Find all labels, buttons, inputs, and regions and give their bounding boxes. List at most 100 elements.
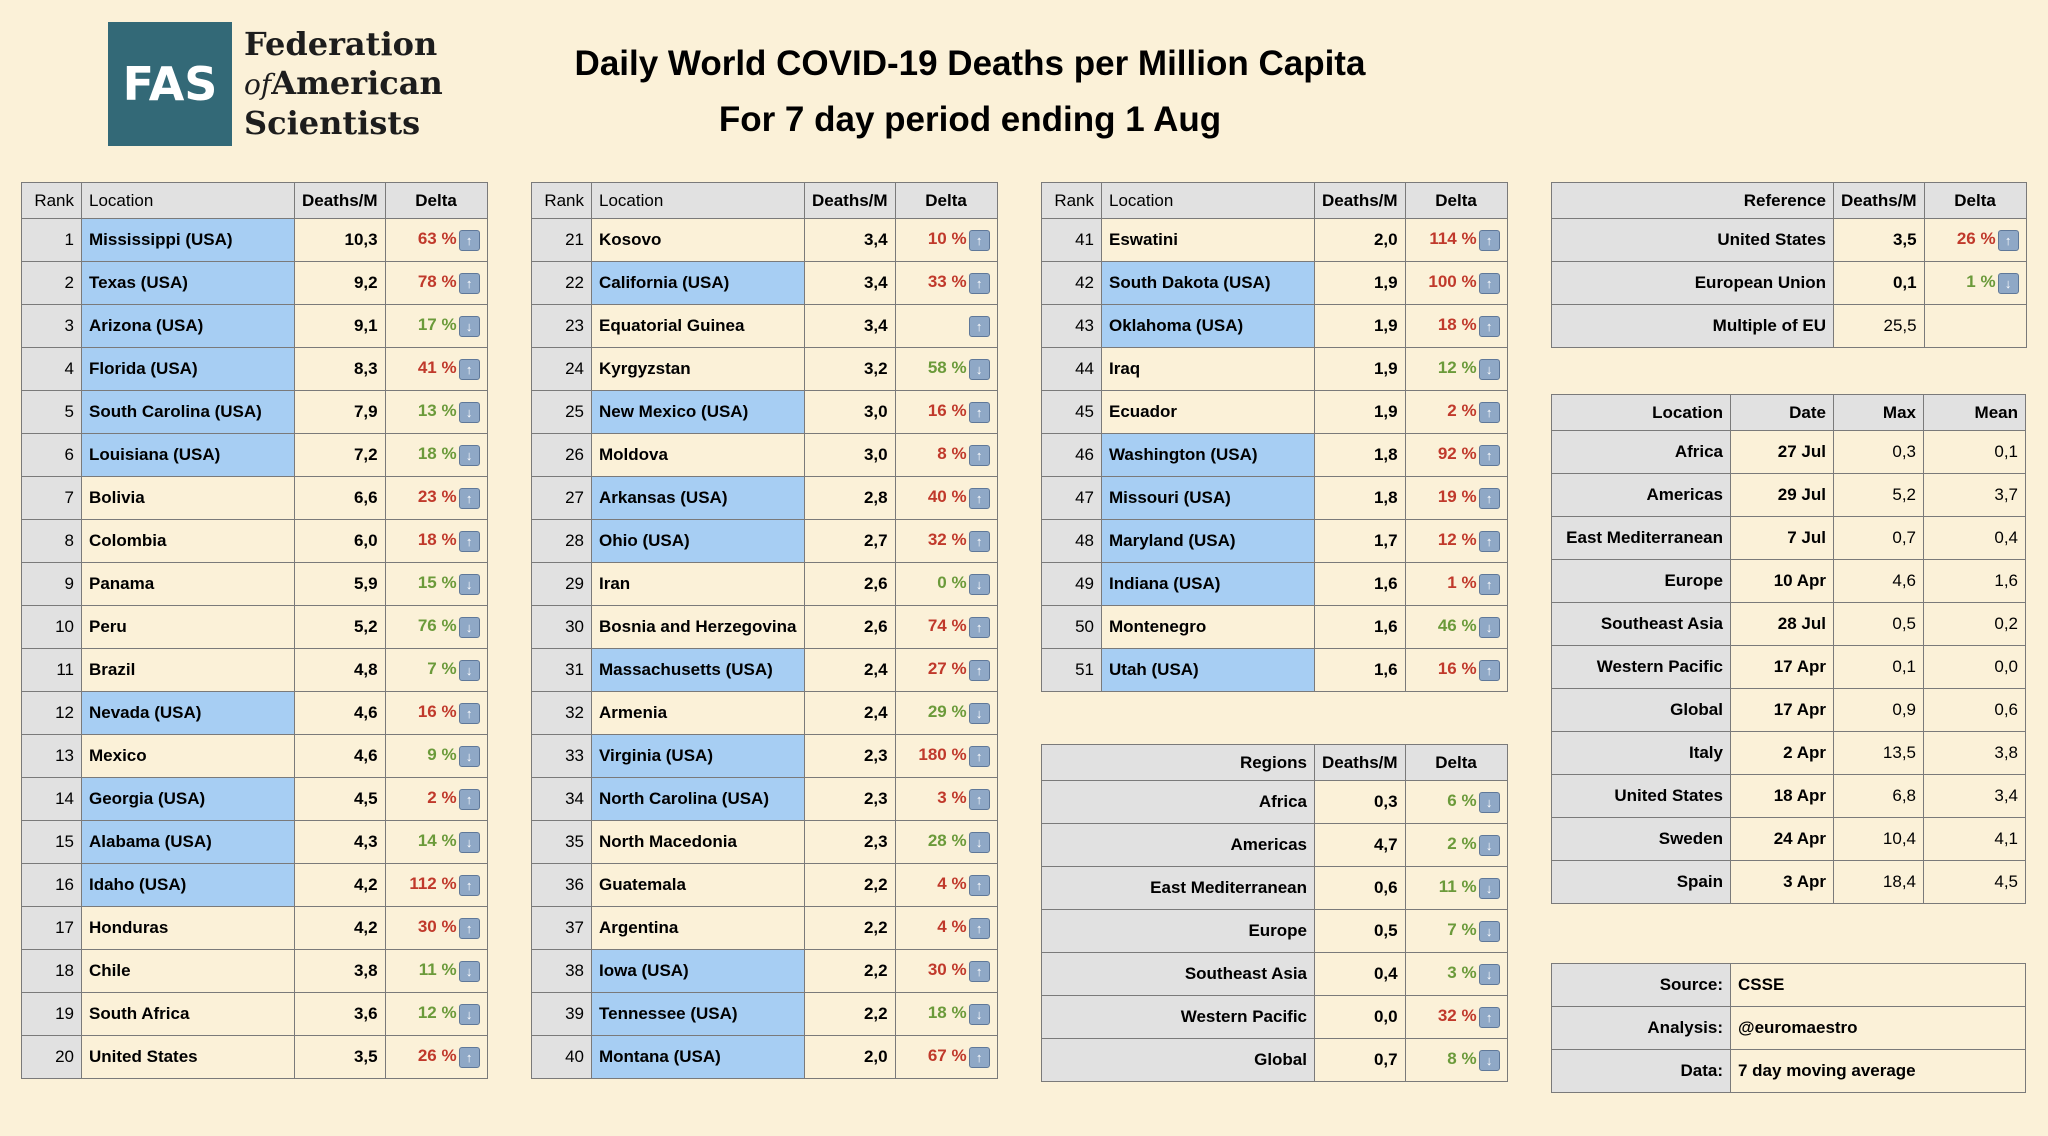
reference-name-cell: Multiple of EU bbox=[1551, 304, 1834, 348]
title-line-2: For 7 day period ending 1 Aug bbox=[718, 100, 1222, 139]
table-row: United States 3,5 26 % ↑ bbox=[1551, 218, 2027, 262]
delta-value: 41 % bbox=[417, 358, 457, 378]
peak-max-cell: 0,5 bbox=[1833, 602, 1924, 646]
table-row: 6 Louisiana (USA) 7,2 18 % ↓ bbox=[21, 433, 488, 477]
delta-cell: 46 % ↓ bbox=[1404, 605, 1508, 649]
delta-cell: 58 % ↓ bbox=[894, 347, 998, 391]
delta-value: 15 % bbox=[417, 573, 457, 593]
location-cell: Colombia bbox=[81, 519, 295, 563]
deaths-cell: 0,4 bbox=[1314, 952, 1406, 996]
rank-cell: 10 bbox=[21, 605, 82, 649]
delta-cell: 18 % ↓ bbox=[384, 433, 488, 477]
peaks-table: Location Date Max Mean Africa 27 Jul 0,3 0,1 Ame… bbox=[1551, 394, 2026, 904]
arrow-down-icon: ↓ bbox=[968, 1003, 990, 1025]
deaths-cell: 2,6 bbox=[804, 562, 896, 606]
arrow-up-icon: ↑ bbox=[1478, 401, 1500, 423]
deaths-cell: 2,2 bbox=[804, 992, 896, 1036]
rank-cell: 23 bbox=[531, 304, 592, 348]
delta-value: 8 % bbox=[1447, 1049, 1477, 1069]
rank-cell: 3 bbox=[21, 304, 82, 348]
delta-cell: 18 % ↑ bbox=[384, 519, 488, 563]
table-row: 20 United States 3,5 26 % ↑ bbox=[21, 1035, 488, 1079]
location-cell: Virginia (USA) bbox=[591, 734, 805, 778]
deaths-cell: 1,7 bbox=[1314, 519, 1406, 563]
table-row: Global 0,7 8 % ↓ bbox=[1041, 1038, 1508, 1082]
delta-value: 92 % bbox=[1437, 444, 1477, 464]
rank-cell: 18 bbox=[21, 949, 82, 993]
arrow-up-icon: ↑ bbox=[968, 745, 990, 767]
arrow-down-icon: ↓ bbox=[458, 401, 480, 423]
deaths-cell: 0,3 bbox=[1314, 780, 1406, 824]
peak-location-cell: Italy bbox=[1551, 731, 1731, 775]
peak-location-cell: Sweden bbox=[1551, 817, 1731, 861]
peak-location-cell: Southeast Asia bbox=[1551, 602, 1731, 646]
peak-date-cell: 18 Apr bbox=[1730, 774, 1834, 818]
rank-cell: 17 bbox=[21, 906, 82, 950]
arrow-down-icon: ↓ bbox=[458, 315, 480, 337]
arrow-up-icon: ↑ bbox=[1478, 229, 1500, 251]
table-row: United States 18 Apr 6,8 3,4 bbox=[1551, 774, 2026, 818]
arrow-down-icon: ↓ bbox=[458, 745, 480, 767]
table-row: 25 New Mexico (USA) 3,0 16 % ↑ bbox=[531, 390, 998, 434]
header-rank: Rank bbox=[21, 182, 82, 219]
delta-cell: ↑ bbox=[894, 304, 998, 348]
peak-max-cell: 5,2 bbox=[1833, 473, 1924, 517]
delta-value: 16 % bbox=[927, 401, 967, 421]
header-row: Rank Location Deaths/M Delta bbox=[21, 182, 488, 219]
arrow-down-icon: ↓ bbox=[1478, 791, 1500, 813]
delta-cell: 16 % ↑ bbox=[1404, 648, 1508, 692]
delta-cell: 1 % ↓ bbox=[1923, 261, 2027, 305]
table-row: 3 Arizona (USA) 9,1 17 % ↓ bbox=[21, 304, 488, 348]
delta-cell: 112 % ↑ bbox=[384, 863, 488, 907]
arrow-down-icon: ↓ bbox=[458, 1003, 480, 1025]
peak-location-cell: Africa bbox=[1551, 430, 1731, 474]
header-delta: Delta bbox=[1923, 182, 2027, 219]
delta-value: 29 % bbox=[927, 702, 967, 722]
location-cell: Montana (USA) bbox=[591, 1035, 805, 1079]
table-row: 48 Maryland (USA) 1,7 12 % ↑ bbox=[1041, 519, 1508, 563]
delta-value: 18 % bbox=[1437, 315, 1477, 335]
location-cell: United States bbox=[81, 1035, 295, 1079]
peak-mean-cell: 4,1 bbox=[1923, 817, 2026, 861]
delta-cell: 12 % ↓ bbox=[384, 992, 488, 1036]
delta-value: 4 % bbox=[937, 917, 967, 937]
delta-value: 58 % bbox=[927, 358, 967, 378]
delta-value: 112 % bbox=[409, 874, 457, 894]
deaths-cell: 25,5 bbox=[1833, 304, 1925, 348]
peak-mean-cell: 3,8 bbox=[1923, 731, 2026, 775]
peak-location-cell: Americas bbox=[1551, 473, 1731, 517]
delta-cell: 26 % ↑ bbox=[384, 1035, 488, 1079]
delta-cell: 41 % ↑ bbox=[384, 347, 488, 391]
location-cell: Peru bbox=[81, 605, 295, 649]
delta-value: 18 % bbox=[417, 444, 457, 464]
delta-cell: 15 % ↓ bbox=[384, 562, 488, 606]
deaths-cell: 3,4 bbox=[804, 261, 896, 305]
rank-cell: 16 bbox=[21, 863, 82, 907]
delta-value: 2 % bbox=[1447, 401, 1477, 421]
table-row: 43 Oklahoma (USA) 1,9 18 % ↑ bbox=[1041, 304, 1508, 348]
deaths-cell: 2,2 bbox=[804, 863, 896, 907]
table-row: 39 Tennessee (USA) 2,2 18 % ↓ bbox=[531, 992, 998, 1036]
rank-cell: 22 bbox=[531, 261, 592, 305]
rank-cell: 45 bbox=[1041, 390, 1102, 434]
table-row: 30 Bosnia and Herzegovina 2,6 74 % ↑ bbox=[531, 605, 998, 649]
peak-mean-cell: 3,4 bbox=[1923, 774, 2026, 818]
delta-value: 17 % bbox=[417, 315, 457, 335]
table-row: 36 Guatemala 2,2 4 % ↑ bbox=[531, 863, 998, 907]
title-line-1: Daily World COVID-19 Deaths per Million … bbox=[574, 44, 1366, 83]
delta-cell: 12 % ↑ bbox=[1404, 519, 1508, 563]
table-row: 49 Indiana (USA) 1,6 1 % ↑ bbox=[1041, 562, 1508, 606]
regions-table: Regions Deaths/M Delta Africa 0,3 6 % ↓ America… bbox=[1041, 744, 1508, 1082]
arrow-down-icon: ↓ bbox=[968, 702, 990, 724]
arrow-up-icon: ↑ bbox=[968, 530, 990, 552]
table-row: East Mediterranean 0,6 11 % ↓ bbox=[1041, 866, 1508, 910]
arrow-up-icon: ↑ bbox=[458, 917, 480, 939]
delta-value: 2 % bbox=[427, 788, 457, 808]
location-cell: Iraq bbox=[1101, 347, 1315, 391]
source-value-cell: @euromaestro bbox=[1730, 1006, 2026, 1050]
delta-cell: 10 % ↑ bbox=[894, 218, 998, 262]
table-row: 29 Iran 2,6 0 % ↓ bbox=[531, 562, 998, 606]
delta-value: 16 % bbox=[1437, 659, 1477, 679]
arrow-down-icon: ↓ bbox=[458, 616, 480, 638]
delta-value: 18 % bbox=[417, 530, 457, 550]
